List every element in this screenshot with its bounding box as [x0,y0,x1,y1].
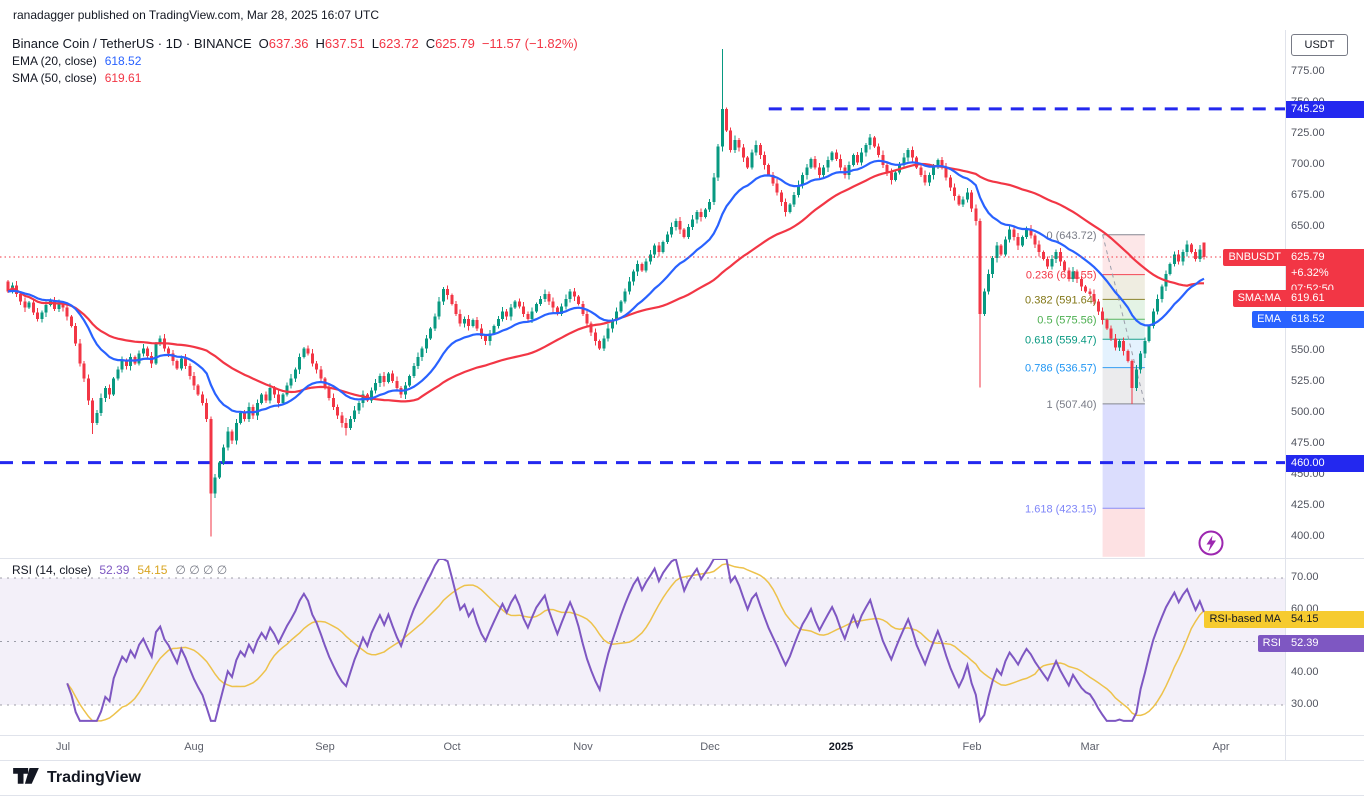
resistance-line-badge-value: 745.29 [1286,101,1364,118]
price-tick: 400.00 [1291,530,1325,542]
symbol-price-badge-label: BNBUSDT [1223,249,1286,266]
rsi-legend-row[interactable]: RSI (14, close) 52.39 54.15 ∅ ∅ ∅ ∅ [12,563,227,577]
svg-text:1 (507.40): 1 (507.40) [1046,399,1096,411]
price-tick: 700.00 [1291,158,1325,170]
support-line-badge-value: 460.00 [1286,455,1364,472]
price-tick: 675.00 [1291,189,1325,201]
rsi-pane[interactable] [0,559,1285,735]
rsi-tick: 30.00 [1291,698,1319,710]
ema-legend-row[interactable]: EMA (20, close) 618.52 [12,54,578,68]
price-tick: 650.00 [1291,220,1325,232]
ohlc-high: H637.51 [315,36,365,51]
price-tick: 775.00 [1291,65,1325,77]
flash-icon[interactable] [1197,529,1225,557]
price-change: −11.57 (−1.82%) [481,36,578,51]
symbol-price-badge-value: 625.79 [1286,249,1364,266]
time-tick-dec: Dec [700,741,720,753]
resistance-line-badge: 745.29 [1286,101,1364,118]
tradingview-mark-icon [13,768,39,784]
svg-text:0.382 (591.64): 0.382 (591.64) [1025,294,1097,306]
time-tick-mar: Mar [1080,741,1100,753]
brand-name: TradingView [47,769,141,786]
price-tick: 475.00 [1291,437,1325,449]
sma-label: SMA (50, close) [12,71,97,85]
symbol-price-badge: BNBUSDT 625.79 +6.32% 07:52:50 [1223,249,1364,298]
price-tick: 425.00 [1291,499,1325,511]
pane-divider [0,760,1364,761]
ohlc-open: O637.36 [258,36,309,51]
symbol-price-badge-sub: +6.32% [1286,266,1364,282]
time-tick-jul: Jul [55,741,71,753]
pane-divider [0,558,1364,559]
time-tick-nov: Nov [573,741,593,753]
svg-text:0 (643.72): 0 (643.72) [1046,230,1096,242]
rsi-tick: 40.00 [1291,666,1319,679]
rsi-badge: RSI 52.39 [1257,635,1364,652]
svg-text:1.618 (423.15): 1.618 (423.15) [1025,503,1097,515]
time-axis[interactable] [0,736,1364,760]
rsi-label: RSI (14, close) [12,563,92,577]
sma-value: 619.61 [104,71,142,85]
symbol-legend-row[interactable]: Binance Coin / TetherUS · 1D · BINANCE O… [12,36,578,51]
ohlc-low: L623.72 [371,36,419,51]
svg-text:0.5 (575.56): 0.5 (575.56) [1037,314,1096,326]
sma-value-badge: SMA:MA 619.61 [1232,290,1364,307]
sma-value-badge-value: 619.61 [1286,290,1364,307]
rsi-ma-badge-value: 54.15 [1286,611,1364,628]
ema-value-badge: EMA 618.52 [1252,311,1364,328]
time-tick-aug: Aug [184,741,204,753]
rsi-value: 52.39 [99,563,130,577]
publish-header: ranadagger published on TradingView.com,… [0,0,1364,30]
symbol-title: Binance Coin / TetherUS · 1D · BINANCE [12,36,252,51]
price-tick: 500.00 [1291,406,1325,418]
time-tick-sep: Sep [315,741,335,753]
rsi-ma-badge-label: RSI-based MA [1204,611,1286,628]
ema-label: EMA (20, close) [12,54,97,68]
svg-text:0.236 (611.55): 0.236 (611.55) [1026,270,1097,282]
rsi-tick: 70.00 [1291,571,1319,583]
svg-text:0.618 (559.47): 0.618 (559.47) [1025,334,1097,346]
pane-divider [0,735,1364,736]
main-legend: Binance Coin / TetherUS · 1D · BINANCE O… [12,36,578,88]
rsi-badge-label: RSI [1257,635,1286,652]
ohlc-close: C625.79 [425,36,475,51]
price-tick: 550.00 [1291,344,1325,356]
time-tick-feb: Feb [962,741,982,753]
svg-text:0.786 (536.57): 0.786 (536.57) [1025,363,1097,375]
price-tick: 525.00 [1291,375,1325,387]
ema-value-badge-value: 618.52 [1286,311,1364,328]
rsi-badge-value: 52.39 [1286,635,1364,652]
tradingview-logo[interactable]: TradingView [13,768,141,788]
currency-unit-label: USDT [1291,34,1348,56]
rsi-hidden-values: ∅ ∅ ∅ ∅ [175,563,228,577]
price-tick: 725.00 [1291,127,1325,139]
sma-legend-row[interactable]: SMA (50, close) 619.61 [12,71,578,85]
time-tick-oct: Oct [443,741,461,753]
ema-value-badge-label: EMA [1252,311,1286,328]
sma-value-badge-label: SMA:MA [1232,290,1286,307]
main-price-pane[interactable]: 0 (643.72) 0.236 (611.55) 0.382 (591.64) 0.… [0,30,1285,558]
rsi-ma-value: 54.15 [137,563,168,577]
support-line-badge: 460.00 [1286,455,1364,472]
ema-value: 618.52 [104,54,142,68]
publish-text: ranadagger published on TradingView.com,… [13,8,380,22]
time-tick-apr: Apr [1212,741,1230,753]
rsi-ma-badge: RSI-based MA 54.15 [1204,611,1364,628]
footer: TradingView [0,761,1364,796]
price-axis-divider [1285,30,1286,760]
time-tick-2025: 2025 [828,741,854,753]
